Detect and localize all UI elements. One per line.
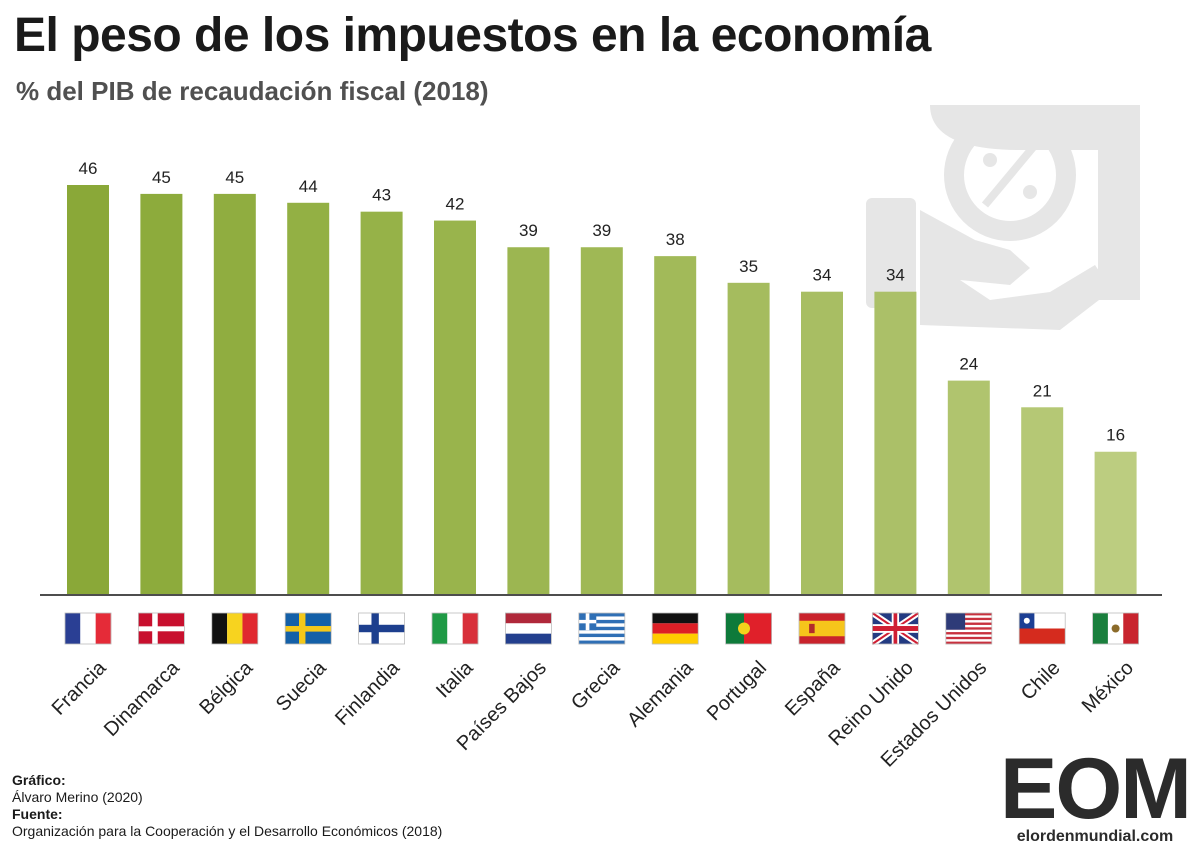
category-label-es: España: [781, 656, 845, 720]
value-label-fr: 46: [79, 159, 98, 178]
bar-fi: [360, 211, 403, 594]
flag-gr-icon: [578, 612, 626, 645]
value-label-gb: 34: [886, 266, 905, 285]
flag-se-icon: [284, 612, 332, 645]
value-label-mx: 16: [1106, 426, 1125, 445]
value-label-cl: 21: [1033, 381, 1052, 400]
chart-title: El peso de los impuestos en la economía: [14, 9, 931, 62]
category-label-pt: Portugal: [703, 657, 771, 725]
category-label-mx: México: [1078, 657, 1138, 717]
flag-gb-icon: [870, 610, 921, 647]
credits-grafico-label: Gráfico:: [12, 772, 66, 788]
value-label-gr: 39: [592, 221, 611, 240]
value-label-nl: 39: [519, 221, 538, 240]
credits-grafico-value: Álvaro Merino (2020): [12, 789, 143, 805]
flag-pt-icon: [725, 612, 772, 645]
bar-de: [654, 256, 697, 594]
flag-nl-icon: [504, 612, 552, 645]
category-label-be: Bélgica: [195, 656, 258, 719]
value-label-be: 45: [225, 168, 244, 187]
category-label-dk: Dinamarca: [100, 656, 185, 741]
category-label-gr: Grecia: [567, 656, 625, 714]
bar-mx: [1094, 451, 1137, 594]
chart-subtitle: % del PIB de recaudación fiscal (2018): [16, 76, 489, 106]
category-label-fr: Francia: [48, 656, 111, 719]
credits-fuente-label: Fuente:: [12, 806, 63, 822]
bar-chart: 46 Francia 45 Dinamarca 45 Bélgica 44 Suecia 43 F…: [40, 105, 1162, 770]
bar-nl: [507, 247, 550, 594]
logo-url: elordenmundial.com: [1016, 828, 1174, 845]
bar-be: [213, 193, 256, 595]
category-label-fi: Finlandia: [331, 656, 405, 730]
flag-be-icon: [211, 612, 259, 645]
flag-us-icon: [945, 612, 993, 645]
bar-gr: [580, 247, 623, 594]
bar-pt: [727, 282, 770, 594]
flag-dk-icon: [137, 612, 185, 645]
flag-fr-icon: [64, 612, 112, 645]
eom-logo: EOM elordenmundial.com: [1000, 741, 1192, 845]
category-label-cl: Chile: [1017, 657, 1065, 705]
flag-fi-icon: [358, 612, 406, 645]
value-label-fi: 43: [372, 186, 391, 205]
value-label-dk: 45: [152, 168, 171, 187]
value-label-it: 42: [446, 195, 465, 214]
value-label-es: 34: [813, 266, 832, 285]
value-label-se: 44: [299, 177, 318, 196]
bar-us: [947, 380, 990, 594]
category-label-se: Suecia: [272, 656, 331, 715]
credits: Gráfico: Álvaro Merino (2020) Fuente: Or…: [12, 772, 442, 840]
bar-it: [434, 220, 476, 594]
bar-dk: [140, 193, 183, 595]
flag-it-icon: [431, 612, 479, 645]
bar-es: [801, 291, 843, 594]
value-label-de: 38: [666, 230, 685, 249]
flag-de-icon: [651, 612, 699, 645]
category-label-it: Italia: [432, 656, 478, 702]
flag-es-icon: [798, 612, 846, 645]
bar-cl: [1021, 407, 1064, 594]
bar-fr: [67, 185, 109, 594]
logo-letters: EOM: [1000, 741, 1192, 837]
value-label-us: 24: [959, 355, 978, 374]
bar-gb: [874, 291, 917, 594]
category-label-de: Alemania: [623, 656, 698, 731]
flag-mx-icon: [1092, 612, 1139, 645]
tax-hand-coin-icon: [866, 105, 1140, 330]
bar-se: [287, 202, 330, 595]
value-label-pt: 35: [739, 257, 758, 276]
credits-fuente-value: Organización para la Cooperación y el De…: [12, 823, 443, 839]
flag-cl-icon: [1018, 612, 1066, 645]
